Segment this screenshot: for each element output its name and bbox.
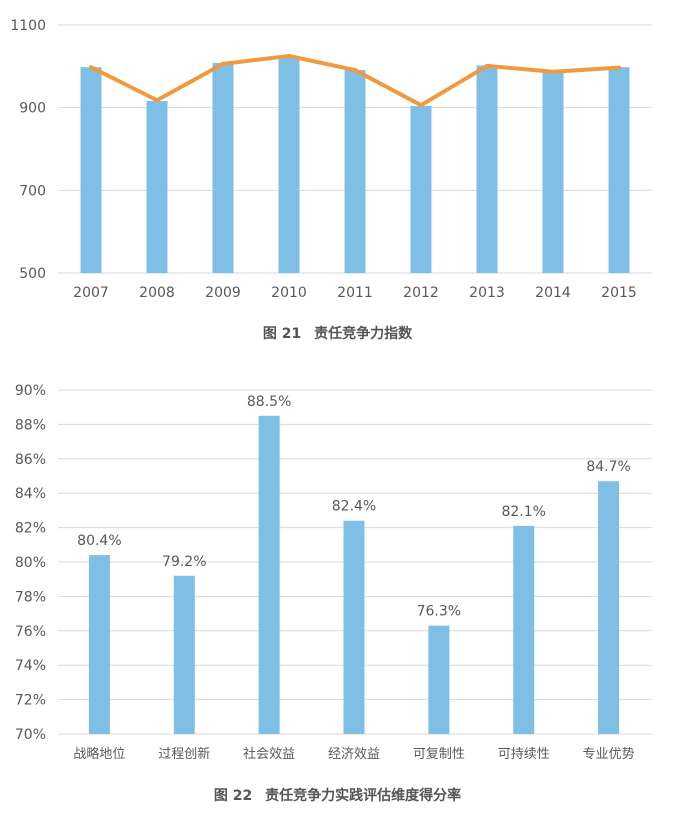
x-tick-label: 2010 (271, 285, 307, 301)
x-tick-label: 2012 (403, 285, 439, 301)
y-tick-label: 76% (15, 624, 46, 640)
y-tick-label: 700 (19, 183, 46, 199)
x-tick-label: 2009 (205, 285, 241, 301)
figure-22-title: 责任竞争力实践评估维度得分率 (265, 788, 462, 804)
figure-22-caption: 图 22 责任竞争力实践评估维度得分率 (0, 785, 675, 805)
bar (173, 575, 195, 734)
data-label: 80.4% (77, 533, 121, 549)
x-tick-label: 2015 (601, 285, 637, 301)
bar (513, 525, 535, 734)
line-point (89, 65, 93, 70)
data-label: 82.4% (332, 499, 376, 515)
bar (278, 57, 300, 273)
y-tick-label: 70% (15, 727, 46, 743)
bar (608, 67, 630, 273)
line-point (353, 68, 357, 73)
bar (598, 481, 620, 734)
bar (410, 106, 432, 273)
bar (542, 72, 564, 274)
y-tick-label: 84% (15, 486, 46, 502)
line-point (617, 65, 621, 70)
data-label: 79.2% (162, 554, 206, 570)
line-point (287, 54, 291, 58)
figure-21-number: 图 21 (262, 326, 302, 342)
data-label: 76.3% (417, 604, 461, 620)
y-tick-label: 82% (15, 521, 46, 537)
y-tick-label: 78% (15, 589, 46, 605)
y-tick-label: 90% (15, 383, 46, 399)
data-label: 84.7% (586, 459, 630, 475)
bar (88, 555, 110, 734)
x-tick-label: 2011 (337, 285, 373, 301)
line-point (485, 63, 489, 68)
y-tick-label: 900 (19, 101, 46, 117)
bar (343, 520, 365, 734)
bar (212, 63, 234, 273)
bar (258, 415, 280, 734)
x-tick-label: 经济效益 (328, 747, 380, 762)
y-tick-label: 74% (15, 658, 46, 674)
data-label: 82.1% (501, 504, 545, 520)
x-tick-label: 可持续性 (498, 747, 550, 762)
y-tick-label: 80% (15, 555, 46, 571)
chart-responsibility-index: 500 700 900 1100 2007 2008 2009 2010 2011 2012 201… (10, 18, 652, 301)
x-tick-label: 战略地位 (73, 746, 125, 762)
bar (428, 625, 450, 734)
x-tick-label: 2007 (73, 285, 109, 301)
y-tick-label: 72% (15, 693, 46, 709)
x-tick-label: 专业优势 (583, 746, 635, 762)
x-tick-label: 2014 (535, 285, 571, 301)
x-tick-label: 过程创新 (158, 746, 210, 762)
figure-22-number: 图 22 (213, 788, 253, 804)
figure-21-title: 责任竞争力指数 (314, 326, 413, 342)
bar (146, 101, 168, 273)
x-tick-label: 2008 (139, 285, 175, 301)
y-tick-label: 1100 (10, 18, 46, 34)
bar (476, 65, 498, 273)
line-point (419, 103, 423, 108)
line-point (551, 69, 555, 74)
y-tick-label: 88% (15, 417, 46, 433)
bar (80, 67, 102, 273)
line-point (155, 98, 159, 103)
y-tick-label: 86% (15, 452, 46, 468)
x-tick-label: 2013 (469, 285, 505, 301)
bar (344, 70, 366, 273)
x-tick-label: 社会效益 (243, 746, 295, 762)
y-tick-label: 500 (19, 266, 46, 282)
line-point (221, 61, 225, 66)
figure-21-caption: 图 21 责任竞争力指数 (0, 323, 675, 343)
chart-dimension-scores: 70% 72% 74% 76% 78% 80% 82% 84% 86% 88% 90% 80.4% 79… (15, 383, 652, 762)
x-tick-label: 可复制性 (413, 747, 465, 762)
data-label: 88.5% (247, 394, 291, 410)
